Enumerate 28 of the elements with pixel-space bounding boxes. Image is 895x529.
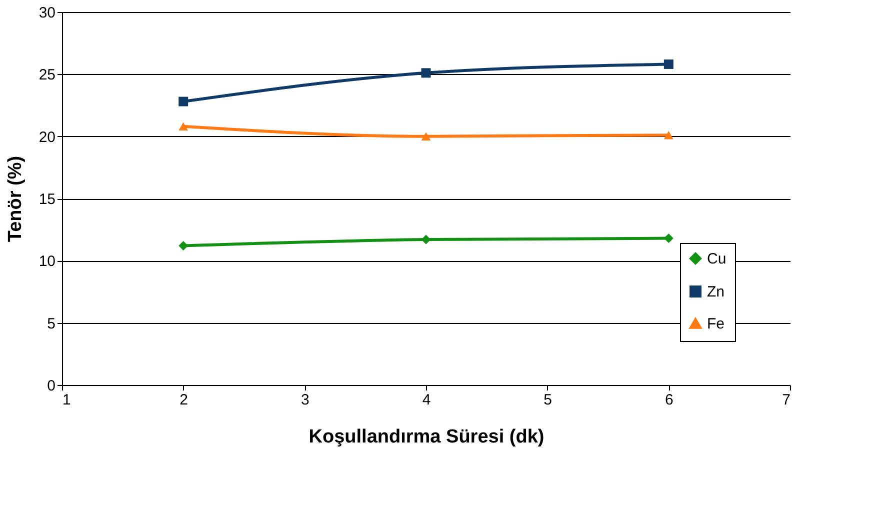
legend-label: Cu: [707, 250, 726, 268]
x-tick-label: 2: [180, 392, 188, 408]
x-tick-label: 3: [300, 392, 310, 408]
y-tick-label: 5: [47, 315, 56, 332]
point: [421, 68, 431, 78]
x-tick-label: 5: [544, 392, 552, 408]
x-axis-title: Koşullandırma Süresi (dk): [308, 426, 544, 448]
x-tick-label: 4: [422, 392, 431, 408]
point: [421, 234, 431, 244]
y-tick-label: 25: [38, 66, 56, 84]
point: [421, 132, 431, 140]
point: [178, 122, 188, 130]
x-tick-label: 7: [782, 392, 790, 408]
y-tick-label: 15: [38, 191, 56, 208]
point: [178, 96, 188, 106]
point: [664, 59, 674, 69]
y-axis-title: Tenör (%): [4, 156, 26, 242]
legend-label: Fe: [707, 316, 725, 332]
x-tick-label: 6: [664, 392, 674, 408]
y-tick-label: 30: [38, 4, 56, 22]
y-tick-label: 0: [47, 378, 56, 394]
legend-label: Zn: [707, 284, 725, 300]
x-tick-label: 1: [62, 392, 71, 408]
point: [664, 130, 674, 140]
y-tick-label: 10: [38, 253, 56, 270]
y-tick-label: 20: [38, 128, 56, 146]
point: [664, 234, 674, 244]
point: [178, 241, 188, 250]
